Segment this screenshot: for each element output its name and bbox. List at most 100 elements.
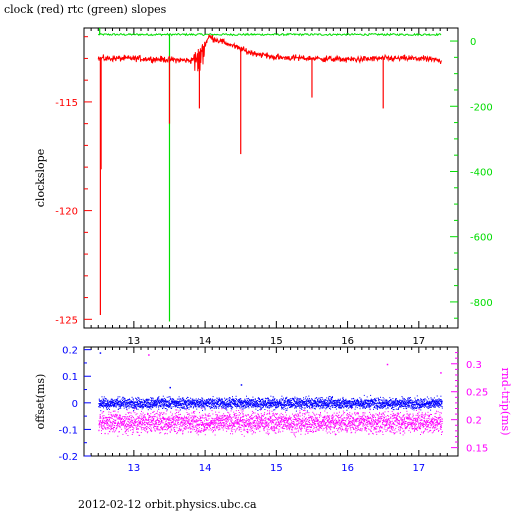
rndtrip-point bbox=[175, 409, 177, 411]
rndtrip-point bbox=[223, 416, 225, 418]
rndtrip-point bbox=[278, 423, 280, 425]
rndtrip-point bbox=[240, 428, 242, 430]
rndtrip-point bbox=[239, 419, 241, 421]
offset-point bbox=[185, 403, 187, 405]
rndtrip-point bbox=[383, 413, 384, 415]
rndtrip-point bbox=[388, 425, 390, 427]
rndtrip-point bbox=[434, 428, 436, 430]
rndtrip-point bbox=[323, 428, 325, 430]
rndtrip-point bbox=[131, 417, 133, 419]
rndtrip-point bbox=[412, 428, 414, 430]
rndtrip-point bbox=[387, 423, 389, 425]
rndtrip-point bbox=[182, 419, 184, 421]
y2-tick-label: 0.15 bbox=[466, 444, 488, 455]
rndtrip-point bbox=[293, 419, 295, 420]
rndtrip-point bbox=[160, 414, 161, 416]
rndtrip-point bbox=[118, 417, 120, 418]
rndtrip-point bbox=[161, 412, 163, 414]
rndtrip-point bbox=[219, 425, 221, 427]
rndtrip-point bbox=[364, 421, 366, 423]
offset-point bbox=[201, 402, 203, 404]
rndtrip-point bbox=[440, 416, 442, 418]
rndtrip-point bbox=[236, 422, 238, 424]
offset-point bbox=[108, 407, 109, 409]
rndtrip-point bbox=[295, 423, 297, 425]
rndtrip-point bbox=[265, 424, 267, 426]
rndtrip-point bbox=[118, 425, 120, 427]
rndtrip-point bbox=[417, 415, 419, 416]
rndtrip-point bbox=[140, 426, 142, 428]
rndtrip-point bbox=[260, 426, 261, 428]
offset-point bbox=[173, 400, 175, 402]
rndtrip-point bbox=[318, 419, 319, 421]
rndtrip-point bbox=[201, 424, 203, 426]
rndtrip-point bbox=[238, 422, 240, 424]
rndtrip-point bbox=[137, 416, 139, 418]
rndtrip-point bbox=[301, 427, 303, 429]
rndtrip-point bbox=[121, 418, 123, 419]
rndtrip-point bbox=[160, 422, 162, 424]
rndtrip-point bbox=[338, 423, 340, 425]
offset-point bbox=[218, 401, 220, 402]
rndtrip-point bbox=[432, 421, 434, 423]
rndtrip-point bbox=[363, 418, 365, 420]
rndtrip-point bbox=[403, 414, 405, 416]
offset-point bbox=[109, 404, 111, 406]
rndtrip-point bbox=[439, 419, 441, 421]
rndtrip-point bbox=[313, 413, 315, 415]
rndtrip-point bbox=[211, 421, 213, 423]
offset-point bbox=[123, 405, 125, 407]
offset-point bbox=[237, 405, 239, 407]
rndtrip-point bbox=[235, 410, 237, 412]
rndtrip-point bbox=[216, 426, 218, 428]
rndtrip-point bbox=[114, 425, 116, 427]
offset-point bbox=[154, 404, 156, 406]
rndtrip-point bbox=[319, 421, 321, 423]
rndtrip-point bbox=[339, 419, 341, 421]
offset-point bbox=[129, 399, 131, 401]
rndtrip-point bbox=[256, 417, 258, 419]
offset-point bbox=[251, 399, 253, 401]
rndtrip-point bbox=[326, 412, 328, 414]
rndtrip-point bbox=[149, 416, 151, 418]
rndtrip-point bbox=[252, 427, 254, 429]
rndtrip-point bbox=[174, 419, 176, 421]
offset-point bbox=[138, 403, 140, 405]
offset-point bbox=[144, 401, 145, 402]
rndtrip-point bbox=[409, 415, 410, 417]
rndtrip-point bbox=[317, 422, 319, 424]
rndtrip-point bbox=[288, 424, 290, 426]
rndtrip-point bbox=[298, 420, 300, 422]
rndtrip-point bbox=[406, 427, 408, 429]
offset-point bbox=[99, 406, 101, 408]
rndtrip-point bbox=[140, 432, 142, 433]
offset-point bbox=[212, 396, 214, 398]
offset-point bbox=[202, 400, 203, 402]
rndtrip-point bbox=[202, 424, 204, 426]
rndtrip-point bbox=[129, 419, 131, 421]
rndtrip-point bbox=[401, 424, 403, 425]
rndtrip-point bbox=[224, 423, 226, 425]
rndtrip-point bbox=[424, 414, 426, 416]
rndtrip-point bbox=[107, 420, 109, 422]
rndtrip-point bbox=[384, 414, 385, 416]
rndtrip-point bbox=[242, 424, 244, 426]
rndtrip-point bbox=[187, 421, 189, 423]
offset-point bbox=[141, 406, 143, 408]
offset-point bbox=[180, 398, 181, 400]
rndtrip-point bbox=[181, 419, 183, 421]
rndtrip-point bbox=[342, 419, 344, 420]
rndtrip-point bbox=[309, 427, 311, 428]
rndtrip-point bbox=[165, 426, 167, 428]
rndtrip-point bbox=[234, 431, 236, 433]
rndtrip-point bbox=[395, 418, 397, 420]
rndtrip-point bbox=[352, 423, 353, 425]
rndtrip-point bbox=[230, 428, 232, 430]
rndtrip-point bbox=[239, 421, 241, 422]
rndtrip-point bbox=[223, 415, 225, 416]
rndtrip-point bbox=[99, 417, 101, 419]
rndtrip-point bbox=[419, 415, 421, 417]
offset-point bbox=[159, 402, 161, 404]
rndtrip-point bbox=[238, 429, 240, 431]
rndtrip-point bbox=[267, 422, 269, 424]
